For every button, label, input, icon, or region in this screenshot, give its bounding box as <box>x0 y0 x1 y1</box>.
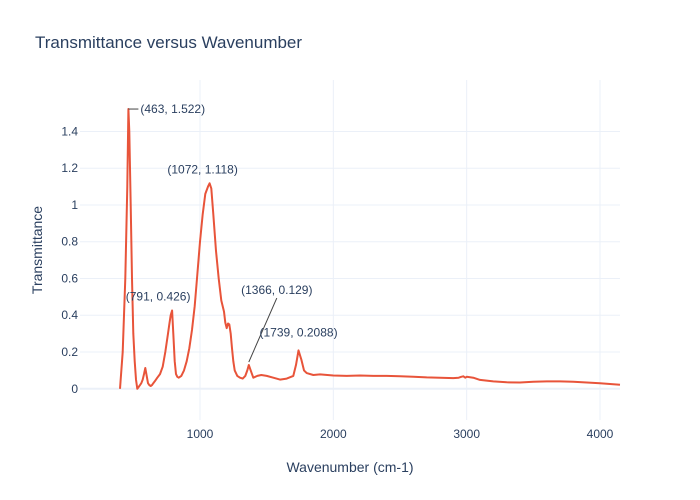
annotation-arrow <box>248 297 278 363</box>
annotation-label: (1739, 0.2088) <box>260 325 338 339</box>
x-tick-label: 3000 <box>453 427 480 441</box>
annotation-label: (463, 1.522) <box>140 102 205 116</box>
x-tick-label: 1000 <box>187 427 214 441</box>
y-tick-label: 1.4 <box>61 124 78 138</box>
y-axis-title: Transmittance <box>29 206 45 294</box>
annotation-label: (1072, 1.118) <box>167 162 238 176</box>
chart-title: Transmittance versus Wavenumber <box>35 33 303 52</box>
x-tick-label: 2000 <box>320 427 347 441</box>
annotation-label: (1366, 0.129) <box>241 283 312 297</box>
x-axis-title: Wavenumber (cm-1) <box>286 459 413 475</box>
y-tick-label: 0.2 <box>61 345 78 359</box>
y-tick-label: 0.6 <box>61 271 78 285</box>
y-tick-label: 1.2 <box>61 161 78 175</box>
x-tick-label: 4000 <box>587 427 614 441</box>
y-tick-label: 0.8 <box>61 235 78 249</box>
y-tick-label: 0.4 <box>61 308 78 322</box>
y-tick-label: 0 <box>71 382 78 396</box>
annotations: (463, 1.522) (1072, 1.118) (791, 0.426) (13… <box>126 102 338 363</box>
tick-labels: 0 0.2 0.4 0.6 0.8 1 1.2 1.4 1000 2000 3000 4000 <box>61 124 613 441</box>
series-line <box>119 108 621 390</box>
plot-area <box>119 108 621 390</box>
y-tick-label: 1 <box>71 198 78 212</box>
annotation-label: (791, 0.426) <box>126 289 191 303</box>
